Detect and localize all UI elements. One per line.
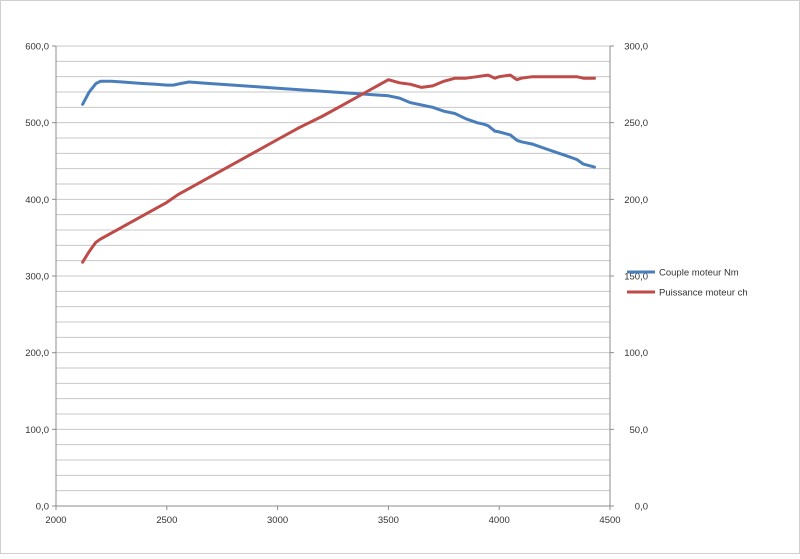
y-left-tick-label: 400,0 (25, 195, 49, 206)
y-right-tick-label: 250,0 (624, 118, 648, 129)
y-left-tick-label: 500,0 (25, 118, 49, 129)
x-tick-label: 2500 (156, 515, 177, 526)
gridlines (56, 45, 610, 507)
series-line-puissance (81, 73, 596, 264)
series-lines (81, 73, 596, 264)
series-line-couple (81, 79, 596, 169)
y-right-tick-label: 150,0 (624, 272, 648, 283)
x-tick-label: 4000 (489, 515, 510, 526)
legend: Couple moteur Nm Puissance moteur ch (627, 268, 748, 299)
x-tick-label: 3000 (267, 515, 288, 526)
y-left-tick-label: 200,0 (25, 348, 49, 359)
legend-label-puissance: Puissance moteur ch (659, 288, 748, 299)
y-right-tick-label: 50,0 (630, 425, 649, 436)
x-tick-label: 3500 (378, 515, 399, 526)
y-left-tick-label: 300,0 (25, 272, 49, 283)
y-right-tick-label: 300,0 (624, 42, 648, 53)
axes: 0,0 100,0 200,0 300,0 400,0 500,0 600,0 0,0 50,0… (25, 42, 648, 527)
x-tick-label: 2000 (45, 515, 66, 526)
y-left-tick-label: 100,0 (25, 425, 49, 436)
y-left-tick-label: 600,0 (25, 42, 49, 53)
y-right-tick-label: 100,0 (624, 348, 648, 359)
x-tick-label: 4500 (599, 515, 620, 526)
legend-label-couple: Couple moteur Nm (659, 268, 739, 279)
y-right-tick-label: 200,0 (624, 195, 648, 206)
y-right-tick-label: 0,0 (635, 502, 648, 513)
y-left-tick-label: 0,0 (36, 502, 49, 513)
